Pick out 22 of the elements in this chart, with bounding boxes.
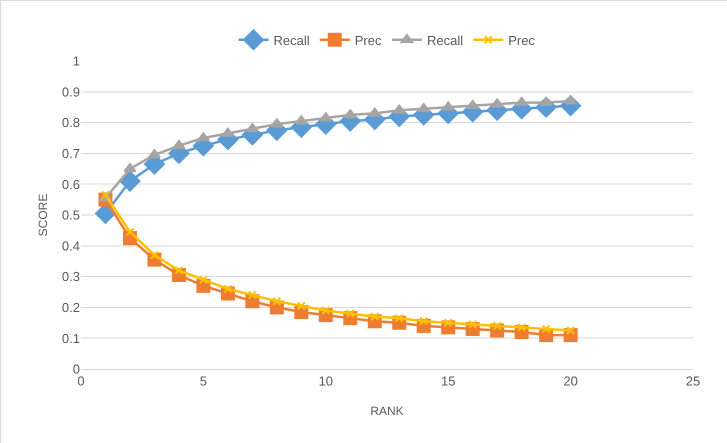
legend-label: Prec <box>354 32 382 48</box>
y-tick-label: 1 <box>72 54 80 69</box>
y-tick-label: 0.5 <box>62 208 80 223</box>
y-axis-title: SCORE <box>36 194 50 236</box>
x-tick-label: 25 <box>686 374 700 389</box>
legend-label: Recall <box>426 32 464 48</box>
y-tick-label: 0.1 <box>62 330 80 346</box>
y-tick-label: 0 <box>72 362 80 377</box>
y-tick-label: 0.9 <box>62 84 80 100</box>
x-tick-label: 15 <box>440 374 456 389</box>
y-tick-label: 0.2 <box>62 300 80 315</box>
legend-label: Prec <box>508 32 536 48</box>
legend-label: Recall <box>274 32 310 48</box>
x-axis-title: RANK <box>370 404 404 418</box>
x-tick-label: 20 <box>563 374 578 389</box>
x-tick-label: 10 <box>318 374 334 389</box>
x-tick-label: 5 <box>200 374 208 389</box>
y-tick-label: 0.4 <box>62 238 80 254</box>
y-tick-label: 0.6 <box>62 176 80 192</box>
y-tick-label: 0.8 <box>62 115 80 130</box>
y-tick-label: 0.7 <box>62 146 80 161</box>
y-tick-label: 0.3 <box>62 269 80 284</box>
